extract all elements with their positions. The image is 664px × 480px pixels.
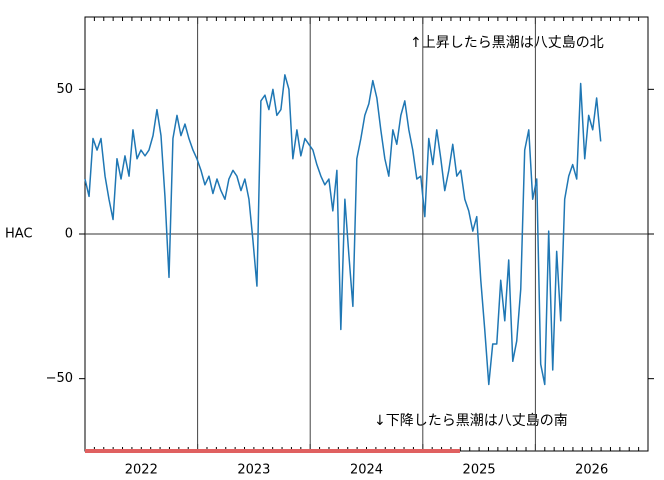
annotation: ↑上昇したら黒潮は八丈島の北	[410, 35, 604, 51]
annotation: ↓下降したら黒潮は八丈島の南	[374, 413, 568, 429]
x-tick-label: 2025	[463, 463, 496, 478]
x-tick-label: 2023	[237, 463, 270, 478]
x-tick-label: 2026	[575, 463, 608, 478]
y-axis-label: HAC	[5, 227, 33, 242]
data-line	[84, 74, 602, 386]
y-tick-label: 50	[56, 82, 73, 97]
y-tick-label: 0	[65, 227, 73, 242]
y-tick-label: −50	[46, 371, 73, 386]
x-tick-label: 2022	[125, 463, 158, 478]
x-tick-label: 2024	[350, 463, 383, 478]
